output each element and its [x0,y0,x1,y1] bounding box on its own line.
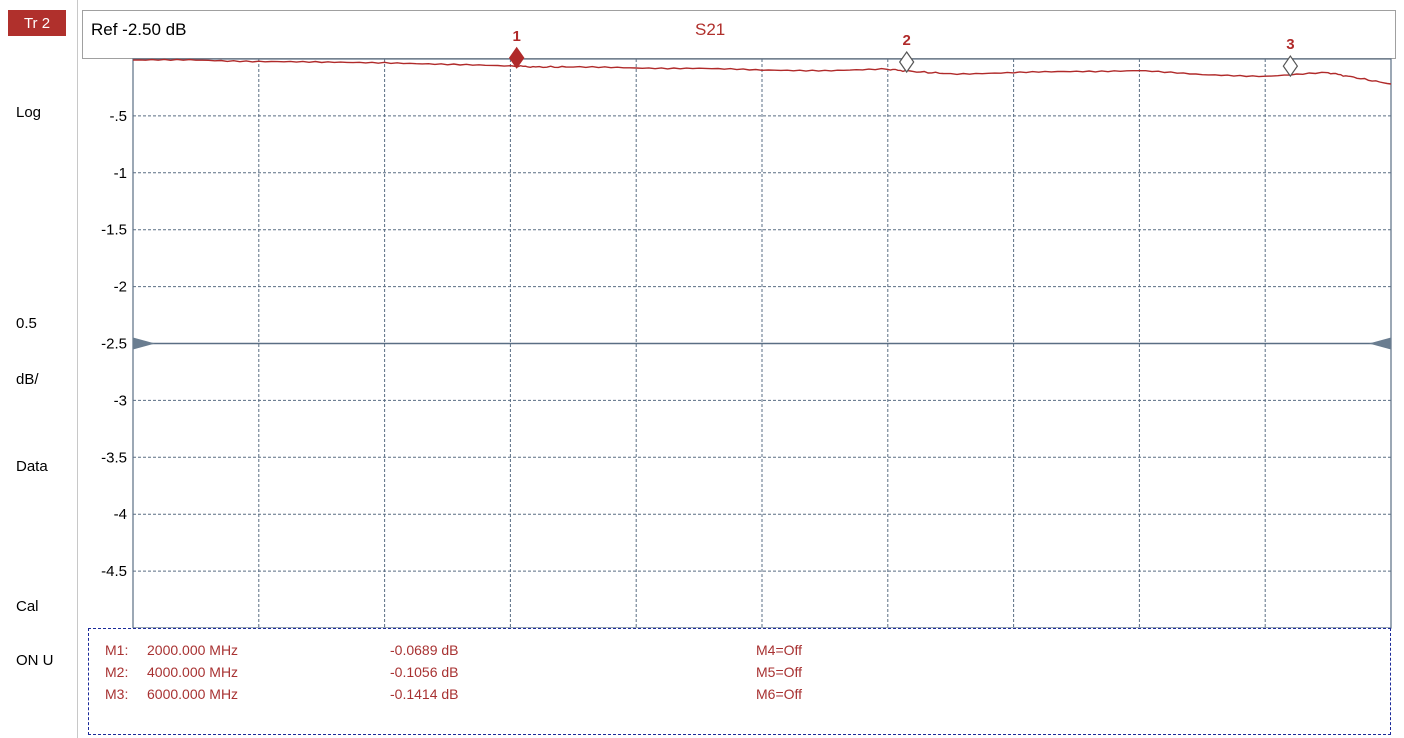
y-tick-label: -3 [114,392,127,409]
reference-level-label[interactable]: Ref -2.50 dB [91,20,187,39]
marker-2-icon [898,50,915,74]
cal-state-label: ON U [16,652,54,669]
y-tick-label: -2 [114,279,127,296]
y-tick-label: -1 [114,165,127,182]
marker-name: M3: [105,686,129,702]
trace-settings-column: Tr 2 Log 0.5 dB/ Data Cal ON U [0,0,78,738]
y-tick-label: -.5 [109,108,127,125]
marker-off-status[interactable]: M4=Off [756,642,803,658]
marker-3-icon [1282,55,1299,78]
y-tick-label: -3.5 [101,449,127,466]
trace-line [132,58,1392,85]
marker-table: M1: 2000.000 MHz -0.0689 dB M4=Off M2: 4000.0… [88,628,1391,735]
y-tick-label: -1.5 [101,222,127,239]
reference-level-left-icon [133,337,155,350]
marker-value: -0.0689 dB [390,642,459,658]
trace-badge[interactable]: Tr 2 [8,10,66,36]
marker-value: -0.1056 dB [390,664,459,680]
reference-level-right-icon [1369,337,1391,350]
marker-1-icon [508,46,525,69]
scale-value-label: 0.5 [16,315,37,332]
marker-value: -0.1414 dB [390,686,459,702]
marker-off-status[interactable]: M6=Off [756,686,803,702]
marker-frequency: 6000.000 MHz [147,686,239,702]
marker-3-number: 3 [1286,36,1294,53]
marker-frequency: 4000.000 MHz [147,664,239,680]
marker-1-number: 1 [513,28,521,45]
scale-unit-label: dB/ [16,371,39,388]
marker-name: M1: [105,642,129,658]
marker-off-status[interactable]: M5=Off [756,664,803,680]
display-mode-label: Data [16,458,48,475]
y-tick-label: -4.5 [101,563,127,580]
trace-parameter-label[interactable]: S21 [695,20,726,39]
marker-2-number: 2 [902,32,910,49]
cal-label: Cal [16,598,39,615]
marker-frequency: 2000.000 MHz [147,642,239,658]
y-tick-label: -2.5 [101,336,127,353]
marker-name: M2: [105,664,129,680]
y-tick-label: -4 [114,506,127,523]
format-label: Log [16,104,42,121]
